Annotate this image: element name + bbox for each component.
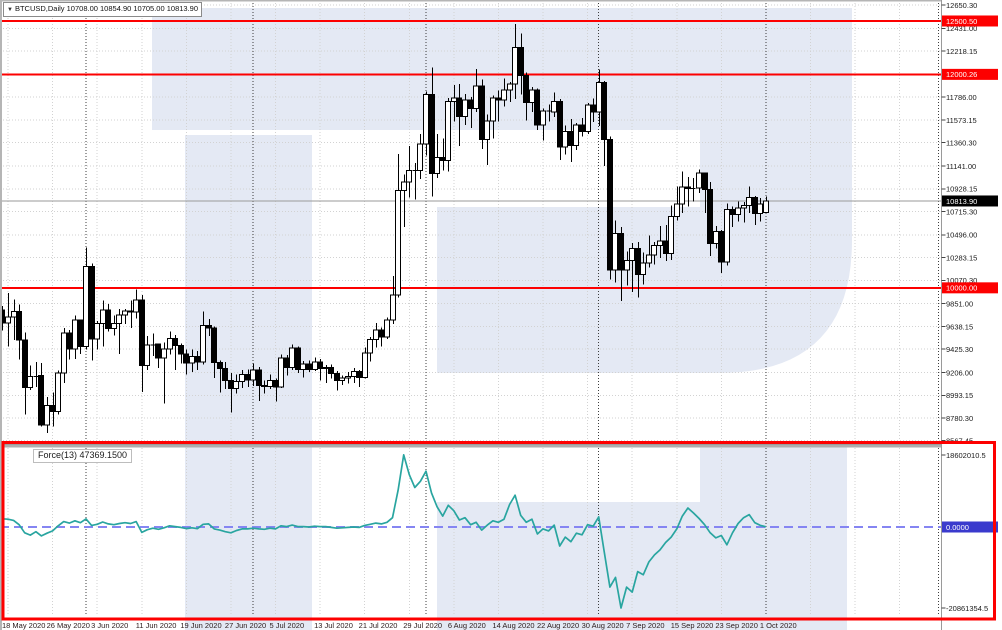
force-scale-max-label: 18602010.5 [946,451,986,460]
price-tick-label: 11573.15 [946,116,977,125]
time-axis-label: 11 Jun 2020 [136,621,177,630]
broker-watermark [152,8,852,630]
force-scale-min-label: -20861354.5 [946,604,988,613]
price-tick-label: 8780.30 [946,414,973,423]
symbol-ohlc-box[interactable]: ▼ BTCUSD,Daily 10708.00 10854.90 10705.00… [3,2,203,17]
drawn-objects[interactable] [0,19,941,289]
force-zero-label-box [942,521,998,533]
symbol-timeframe-label: BTCUSD,Daily [14,4,65,13]
time-axis-label: 23 Sep 2020 [715,621,758,630]
price-tick-label: 10070.30 [946,276,977,285]
price-tick-label: 9425.30 [946,345,973,354]
price-tick-label: 8993.15 [946,391,973,400]
price-tick-label: 10283.15 [946,253,977,262]
time-axis-label: 7 Sep 2020 [626,621,664,630]
force-index-line [0,454,767,609]
force-zero-label: 0.0000 [946,523,969,532]
time-axis-label: 30 Aug 2020 [582,621,624,630]
time-axis-label: 21 Jul 2020 [359,621,398,630]
price-tick-label: 9206.00 [946,368,973,377]
time-axis-label: 6 Aug 2020 [448,621,486,630]
price-tick-label: 12431.00 [946,24,977,33]
time-axis-label: 22 Aug 2020 [537,621,579,630]
time-axis-label: 29 Jul 2020 [403,621,442,630]
red-rectangle-object[interactable] [1,441,996,621]
price-tick-label: 11786.00 [946,93,977,102]
price-tick-label: 11360.30 [946,138,977,147]
price-tick-label: 9638.15 [946,322,973,331]
price-tick-label: 12218.15 [946,47,977,56]
candles [0,23,769,433]
panel-divider[interactable] [0,444,1002,448]
time-axis-label: 18 May 2020 [2,621,45,630]
level-price-label: 12500.50 [946,17,977,26]
indicator-label[interactable]: Force(13) 47369.1500 [33,449,133,463]
level-price-label: 12000.26 [946,70,977,79]
level-price-label-box [942,282,998,294]
current-price-label-box [942,195,998,207]
time-axis-label: 15 Sep 2020 [671,621,714,630]
symbol-dropdown-icon[interactable]: ▼ [7,7,13,13]
price-tick-label: 10928.15 [946,185,977,194]
price-tick-label: 12650.30 [946,1,977,10]
time-axis-label: 19 Jun 2020 [180,621,221,630]
time-axis-label: 3 Jun 2020 [91,621,128,630]
grid-lines [0,3,941,615]
level-price-label-box [942,68,998,80]
current-price-label: 10813.90 [946,197,977,206]
time-axis-label: 13 Jul 2020 [314,621,353,630]
time-axis-label: 26 May 2020 [47,621,90,630]
level-price-label: 10000.00 [946,284,977,293]
force-indicator [0,454,941,609]
price-tick-label: 10715.30 [946,207,977,216]
time-axis-label: 1 Oct 2020 [760,621,797,630]
time-axis-label: 27 Jun 2020 [225,621,266,630]
price-tick-label: 10496.00 [946,231,977,240]
price-tick-label: 9851.00 [946,300,973,309]
time-axis-label: 5 Jul 2020 [270,621,305,630]
ohlc-values: 10708.00 10854.90 10705.00 10813.90 [66,4,199,13]
time-axis-label: 14 Aug 2020 [492,621,534,630]
level-price-label-box [942,15,998,27]
price-tick-label: 11141.00 [946,162,976,171]
